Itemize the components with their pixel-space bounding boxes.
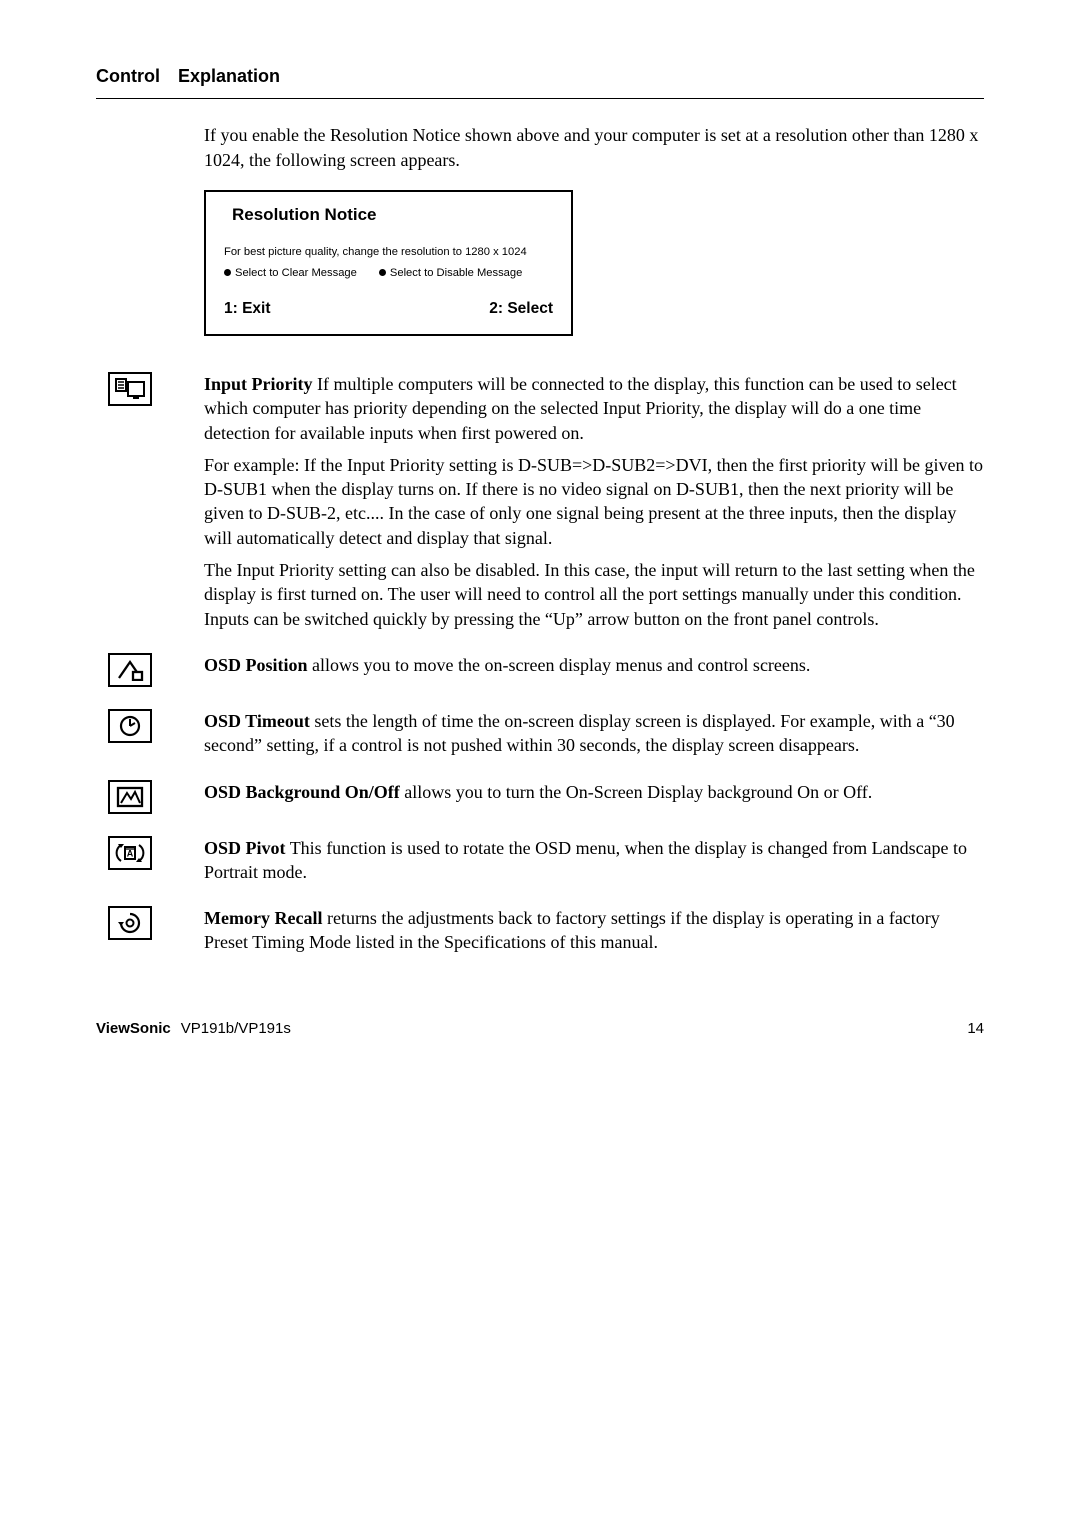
notice-opt1: Select to Clear Message [224, 266, 357, 281]
osd-pivot-icon: A [108, 836, 152, 870]
notice-title: Resolution Notice [224, 204, 553, 227]
svg-text:A: A [127, 848, 134, 858]
heading-rule [96, 98, 984, 99]
osd-background-text: OSD Background On/Off allows you to turn… [204, 780, 984, 804]
page-footer: ViewSonic VP191b/VP191s 14 [96, 1019, 984, 1039]
footer-brand: ViewSonic [96, 1020, 171, 1037]
resolution-notice-box: Resolution Notice For best picture quali… [204, 190, 573, 336]
notice-select: 2: Select [489, 299, 553, 320]
memory-recall-icon [108, 906, 152, 940]
notice-opt2: Select to Disable Message [379, 266, 522, 281]
osd-background-icon [108, 780, 152, 814]
osd-position-text: OSD Position allows you to move the on-s… [204, 653, 984, 677]
footer-model: VP191b/VP191s [181, 1020, 291, 1037]
bullet-icon [224, 269, 231, 276]
bullet-icon [379, 269, 386, 276]
osd-timeout-text: OSD Timeout sets the length of time the … [204, 709, 984, 758]
footer-page-number: 14 [967, 1019, 984, 1039]
section-heading: Control Explanation [96, 64, 984, 88]
osd-timeout-icon [108, 709, 152, 743]
input-priority-icon [108, 372, 152, 406]
notice-exit: 1: Exit [224, 299, 271, 320]
heading-explanation: Explanation [178, 66, 280, 86]
osd-position-icon [108, 653, 152, 687]
input-priority-text: Input Priority If multiple computers wil… [204, 372, 984, 631]
intro-text: If you enable the Resolution Notice show… [204, 123, 984, 172]
heading-control: Control [96, 66, 160, 86]
notice-line1: For best picture quality, change the res… [224, 245, 553, 260]
osd-pivot-text: OSD Pivot This function is used to rotat… [204, 836, 984, 885]
memory-recall-text: Memory Recall returns the adjustments ba… [204, 906, 984, 955]
